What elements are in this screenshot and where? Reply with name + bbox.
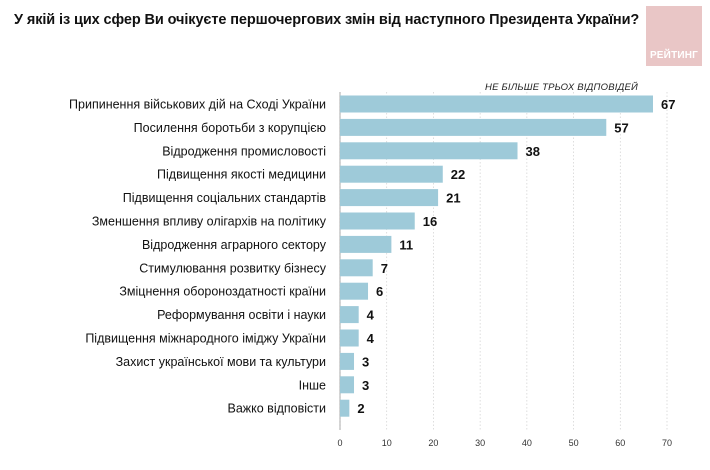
bar [340, 306, 359, 324]
x-tick-label: 50 [569, 438, 579, 448]
x-tick-label: 0 [337, 438, 342, 448]
value-label: 67 [661, 97, 675, 112]
category-label: Підвищення соціальних стандартів [123, 191, 327, 205]
x-tick-label: 30 [475, 438, 485, 448]
bar [340, 329, 359, 347]
category-label: Важко відповісти [228, 402, 327, 416]
value-label: 4 [367, 331, 375, 346]
category-label: Відродження промисловості [162, 144, 326, 158]
bar [340, 235, 392, 253]
bar [340, 189, 439, 207]
logo-text: РЕЙТИНГ [649, 50, 699, 61]
value-label: 21 [446, 191, 460, 206]
bar [340, 352, 355, 370]
x-tick-label: 10 [382, 438, 392, 448]
category-label: Відродження аграрного сектору [142, 238, 327, 252]
bar [340, 165, 443, 183]
category-label: Зменшення впливу олігархів на політику [92, 215, 327, 229]
value-label: 3 [362, 378, 369, 393]
category-label: Захист української мови та культури [116, 355, 326, 369]
category-label: Підвищення якості медицини [157, 168, 326, 182]
bar [340, 259, 373, 277]
chart-note: НЕ БІЛЬШЕ ТРЬОХ ВІДПОВІДЕЙ [485, 82, 638, 93]
category-label: Реформування освіти і науки [157, 308, 326, 322]
value-label: 7 [381, 261, 388, 276]
value-label: 16 [423, 214, 437, 229]
category-label: Зміцнення обороноздатності країни [119, 285, 326, 299]
category-labels: Припинення військових дій на Сході Украї… [69, 98, 327, 416]
x-axis-ticks: 0 10 20 30 40 50 60 70 [337, 438, 672, 448]
value-label: 2 [357, 401, 364, 416]
bar [340, 282, 369, 300]
x-tick-label: 20 [428, 438, 438, 448]
value-label: 22 [451, 167, 465, 182]
bar [340, 118, 607, 136]
value-label: 57 [614, 120, 628, 135]
category-label: Підвищення міжнародного іміджу України [85, 332, 326, 346]
rating-logo: РЕЙТИНГ [646, 6, 702, 66]
bar [340, 212, 415, 230]
x-tick-label: 60 [615, 438, 625, 448]
x-tick-label: 70 [662, 438, 672, 448]
value-label: 38 [526, 144, 540, 159]
chart-title: У якій із цих сфер Ви очікуєте першочерг… [14, 12, 640, 28]
value-label: 3 [362, 354, 369, 369]
bar [340, 142, 518, 160]
category-label: Інше [299, 378, 326, 392]
bars [340, 95, 653, 417]
value-label: 11 [399, 237, 413, 252]
bar [340, 95, 653, 113]
category-label: Стимулювання розвитку бізнесу [139, 261, 327, 275]
x-tick-label: 40 [522, 438, 532, 448]
bar [340, 399, 350, 417]
value-label: 6 [376, 284, 383, 299]
bar [340, 376, 355, 394]
value-label: 4 [367, 308, 375, 323]
category-label: Припинення військових дій на Сході Украї… [69, 98, 326, 112]
category-label: Посилення боротьби з корупцією [134, 121, 326, 135]
